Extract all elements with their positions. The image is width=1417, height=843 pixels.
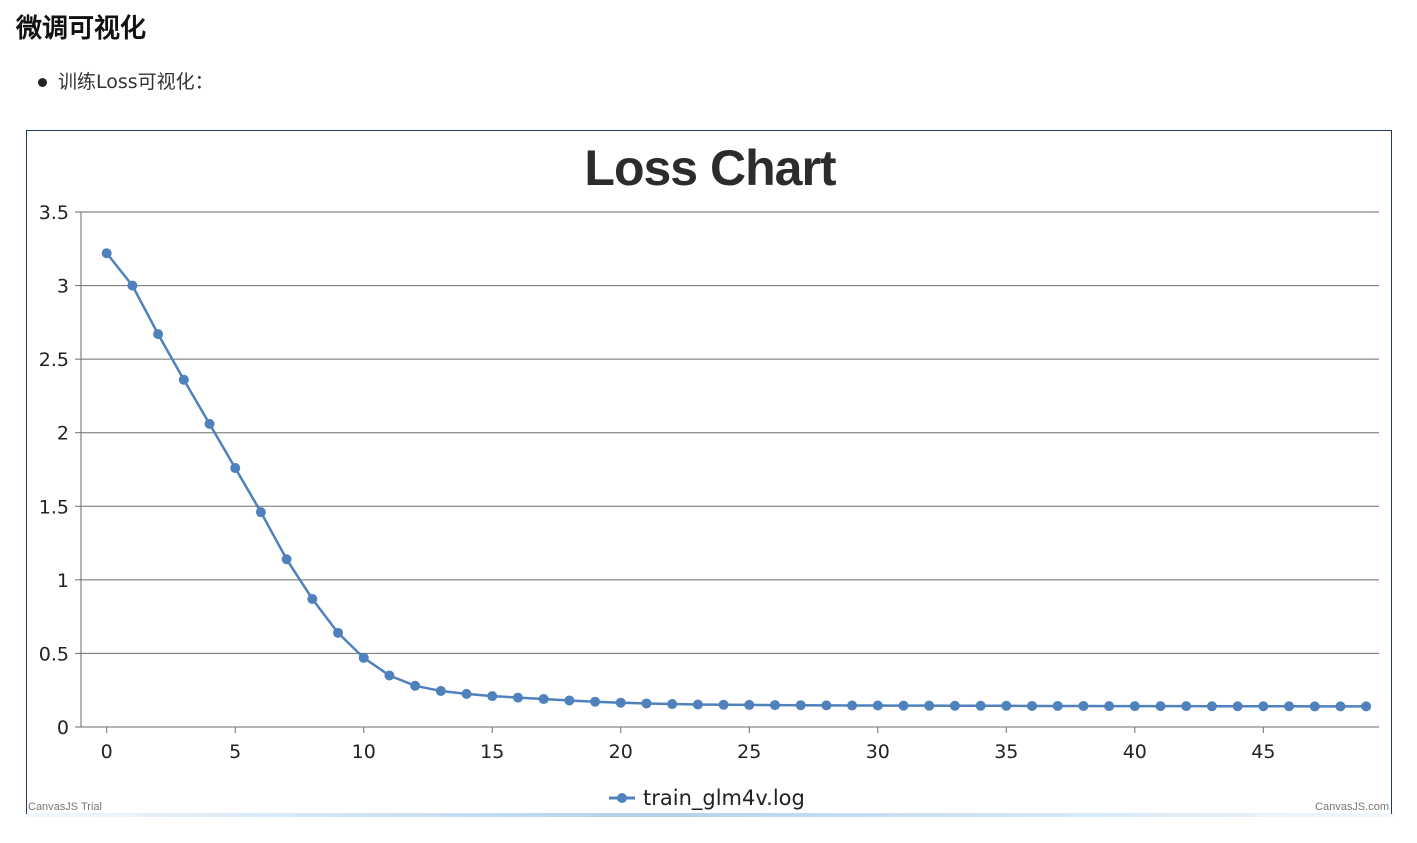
data-point[interactable] xyxy=(307,593,318,604)
data-point[interactable] xyxy=(255,507,266,518)
data-point[interactable] xyxy=(384,670,395,681)
bullet-item: 训练Loss可视化： xyxy=(38,68,214,96)
chart-container xyxy=(26,130,1392,814)
data-point[interactable] xyxy=(1078,700,1089,711)
x-tick-label: 0 xyxy=(101,741,113,763)
data-point[interactable] xyxy=(178,374,189,385)
grid-layer xyxy=(81,211,1379,728)
data-point[interactable] xyxy=(1181,701,1192,712)
data-point[interactable] xyxy=(1258,701,1269,712)
series-line xyxy=(105,252,1367,708)
data-point[interactable] xyxy=(358,652,369,663)
x-tick-label: 45 xyxy=(1251,741,1275,763)
data-point[interactable] xyxy=(281,554,292,565)
x-tick-label: 30 xyxy=(866,741,890,763)
data-point[interactable] xyxy=(1361,701,1372,712)
data-point[interactable] xyxy=(1129,701,1140,712)
legend-label[interactable]: train_glm4v.log xyxy=(643,786,805,811)
x-tick-label: 20 xyxy=(609,741,633,763)
data-point[interactable] xyxy=(872,700,883,711)
data-point[interactable] xyxy=(538,694,549,705)
data-point[interactable] xyxy=(1232,701,1243,712)
bullet-dot-icon xyxy=(38,78,47,87)
data-point[interactable] xyxy=(1052,700,1063,711)
data-point[interactable] xyxy=(333,627,344,638)
data-point[interactable] xyxy=(1284,701,1295,712)
data-point[interactable] xyxy=(949,700,960,711)
credit-right[interactable]: CanvasJS.com xyxy=(1315,801,1389,813)
legend-marker-icon xyxy=(617,793,627,803)
data-point[interactable] xyxy=(101,248,112,259)
axis-layer: 0 0.5 1 1.5 2 2.5 3 3.5 0 5 10 15 20 25 30 35 40 45 xyxy=(39,202,1276,763)
y-tick-label: 0.5 xyxy=(39,643,69,665)
page-heading: 微调可视化 xyxy=(16,14,147,44)
data-point[interactable] xyxy=(615,697,626,708)
x-tick-label: 40 xyxy=(1123,741,1147,763)
credit-left: CanvasJS Trial xyxy=(28,801,102,813)
data-point[interactable] xyxy=(1027,700,1038,711)
data-point[interactable] xyxy=(821,700,832,711)
data-point[interactable] xyxy=(512,692,523,703)
y-tick-label: 1 xyxy=(57,570,69,592)
data-point[interactable] xyxy=(487,691,498,702)
legend[interactable]: train_glm4v.log xyxy=(609,786,805,811)
x-tick-label: 35 xyxy=(994,741,1018,763)
data-point[interactable] xyxy=(1001,700,1012,711)
data-point[interactable] xyxy=(769,700,780,711)
data-point[interactable] xyxy=(590,696,601,707)
data-point[interactable] xyxy=(153,329,164,340)
data-point[interactable] xyxy=(847,700,858,711)
bullet-list: 训练Loss可视化： xyxy=(38,68,214,96)
data-point[interactable] xyxy=(1309,701,1320,712)
data-point[interactable] xyxy=(924,700,935,711)
data-point[interactable] xyxy=(641,698,652,709)
data-point[interactable] xyxy=(1155,701,1166,712)
data-point[interactable] xyxy=(410,680,421,691)
x-tick-label: 5 xyxy=(229,741,241,763)
y-tick-label: 3.5 xyxy=(39,202,69,224)
data-point[interactable] xyxy=(127,280,138,291)
x-tick-label: 10 xyxy=(352,741,376,763)
chart-bottom-edge xyxy=(26,813,1394,817)
data-point[interactable] xyxy=(898,700,909,711)
data-point[interactable] xyxy=(1335,701,1346,712)
data-point[interactable] xyxy=(975,700,986,711)
series-layer xyxy=(101,248,1372,712)
y-tick-label: 3 xyxy=(57,276,69,298)
x-tick-label: 15 xyxy=(480,741,504,763)
data-point[interactable] xyxy=(667,699,678,710)
x-tick-label: 25 xyxy=(737,741,761,763)
data-point[interactable] xyxy=(230,463,241,474)
y-tick-label: 1.5 xyxy=(39,496,69,518)
data-point[interactable] xyxy=(718,699,729,710)
y-tick-label: 2 xyxy=(57,423,69,445)
data-point[interactable] xyxy=(461,688,472,699)
data-point[interactable] xyxy=(1206,701,1217,712)
data-point[interactable] xyxy=(1104,701,1115,712)
data-point[interactable] xyxy=(795,700,806,711)
data-point[interactable] xyxy=(692,699,703,710)
chart-title: Loss Chart xyxy=(584,140,837,196)
data-point[interactable] xyxy=(204,418,215,429)
data-point[interactable] xyxy=(564,695,575,706)
data-point[interactable] xyxy=(744,699,755,710)
data-point[interactable] xyxy=(435,685,446,696)
y-tick-label: 0 xyxy=(57,717,69,739)
bullet-text: 训练Loss可视化： xyxy=(58,71,214,93)
y-tick-label: 2.5 xyxy=(39,349,69,371)
